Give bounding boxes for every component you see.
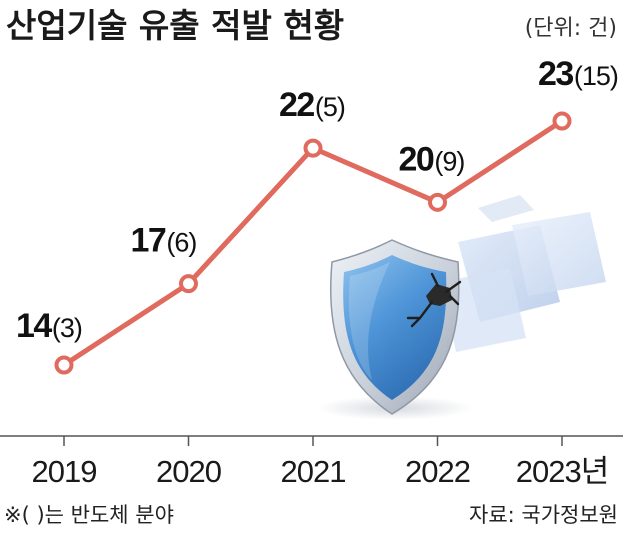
shield-highlight bbox=[348, 262, 390, 380]
x-tick-label-2023: 2023년 bbox=[516, 454, 608, 489]
data-point-marker bbox=[179, 274, 198, 294]
x-tick-label-2021: 2021 bbox=[281, 454, 346, 489]
point-labels: 14(3) 17(6) 22(5) 20(9) 23(15) bbox=[16, 55, 619, 345]
unit-note: (단위: 건) bbox=[525, 16, 617, 41]
point-label-2022: 20(9) bbox=[399, 140, 465, 178]
x-tick-label-2020: 2020 bbox=[156, 454, 222, 489]
point-label-2019: 14(3) bbox=[16, 307, 82, 345]
x-tick-labels: 2019 2020 2021 2022 2023년 bbox=[32, 454, 610, 489]
point-label-2023: 23(15) bbox=[538, 55, 618, 93]
shield-crack-lines bbox=[406, 272, 462, 328]
data-point-marker bbox=[428, 192, 447, 212]
paper-sheet-3 bbox=[442, 268, 526, 352]
point-label-2021: 22(5) bbox=[279, 86, 345, 124]
shield-crack-hole bbox=[426, 284, 452, 306]
data-point-marker bbox=[303, 138, 323, 158]
shield-face bbox=[343, 255, 447, 400]
chart-title: 산업기술 유출 적발 현황 bbox=[6, 6, 344, 45]
footnote: ※( )는 반도체 분야 bbox=[4, 503, 174, 527]
x-tick-label-2022: 2022 bbox=[405, 454, 470, 489]
x-axis-ticks bbox=[63, 436, 563, 446]
paper-sheet-back bbox=[478, 195, 534, 222]
cracked-shield-illustration bbox=[317, 195, 606, 420]
point-label-2020: 17(6) bbox=[131, 222, 197, 260]
data-point-marker bbox=[552, 111, 572, 131]
source-note: 자료: 국가정보원 bbox=[469, 503, 618, 527]
paper-sheet-2 bbox=[512, 212, 606, 296]
data-point-marker bbox=[54, 355, 74, 375]
x-tick-label-2019: 2019 bbox=[32, 454, 97, 489]
data-markers bbox=[54, 111, 572, 375]
